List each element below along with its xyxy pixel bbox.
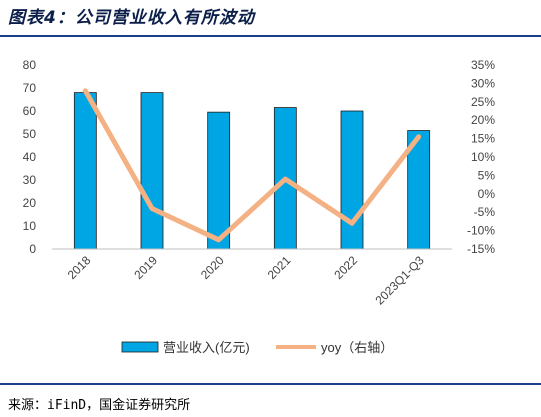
bar-2022 xyxy=(340,110,364,250)
x-tick-label: 2022 xyxy=(331,253,360,282)
y-right-tick-label: 15% xyxy=(471,132,495,146)
y-left-tick-label: 80 xyxy=(23,58,37,72)
x-tick-label: 2018 xyxy=(65,253,94,282)
y-right-tick-label: -10% xyxy=(467,224,495,238)
y-left-tick-label: 0 xyxy=(29,242,36,256)
y-right-tick-label: -15% xyxy=(467,242,495,256)
y-right-tick-label: 35% xyxy=(471,58,495,72)
y-left-tick-label: 30 xyxy=(23,173,37,187)
footer-rule xyxy=(0,383,541,385)
x-tick-label: 2020 xyxy=(198,253,227,282)
y-left-tick-label: 50 xyxy=(23,127,37,141)
figure-title: 图表4：公司营业收入有所波动 xyxy=(8,8,255,28)
bar-2018 xyxy=(73,92,97,250)
y-right-tick-label: 20% xyxy=(471,113,495,127)
y-left-tick-label: 20 xyxy=(23,196,37,210)
legend: 营业收入(亿元) yoy（右轴） xyxy=(121,340,393,355)
x-tick-label: 2019 xyxy=(131,253,160,282)
y-right-tick-label: 10% xyxy=(471,150,495,164)
legend-bar-label: 营业收入(亿元) xyxy=(163,340,250,355)
y-left-tick-label: 10 xyxy=(23,219,37,233)
source-note: 来源：iFinD，国金证券研究所 xyxy=(8,398,191,413)
y-left-tick-label: 70 xyxy=(23,81,37,95)
y-right-tick-label: 30% xyxy=(471,76,495,90)
legend-bar-swatch xyxy=(121,341,159,353)
y-right-tick-label: 25% xyxy=(471,95,495,109)
bar-2020 xyxy=(207,111,231,250)
y-right-tick-label: -5% xyxy=(474,205,496,219)
x-tick-label: 2023Q1-Q3 xyxy=(373,253,427,307)
legend-line-label: yoy（右轴） xyxy=(321,340,393,355)
bar-2019 xyxy=(140,92,164,250)
yoy-series-line xyxy=(82,88,422,243)
y-right-tick-label: 5% xyxy=(478,168,496,182)
header-rule xyxy=(0,35,541,37)
y-left-tick-label: 60 xyxy=(23,104,37,118)
revenue-chart: 2018 2019 2020 2021 2022 2023Q1-Q3 0 10 20 30 40 5… xyxy=(23,58,496,355)
x-tick-label: 2021 xyxy=(265,253,294,282)
y-right-tick-label: 0% xyxy=(478,187,496,201)
y-left-tick-label: 40 xyxy=(23,150,37,164)
